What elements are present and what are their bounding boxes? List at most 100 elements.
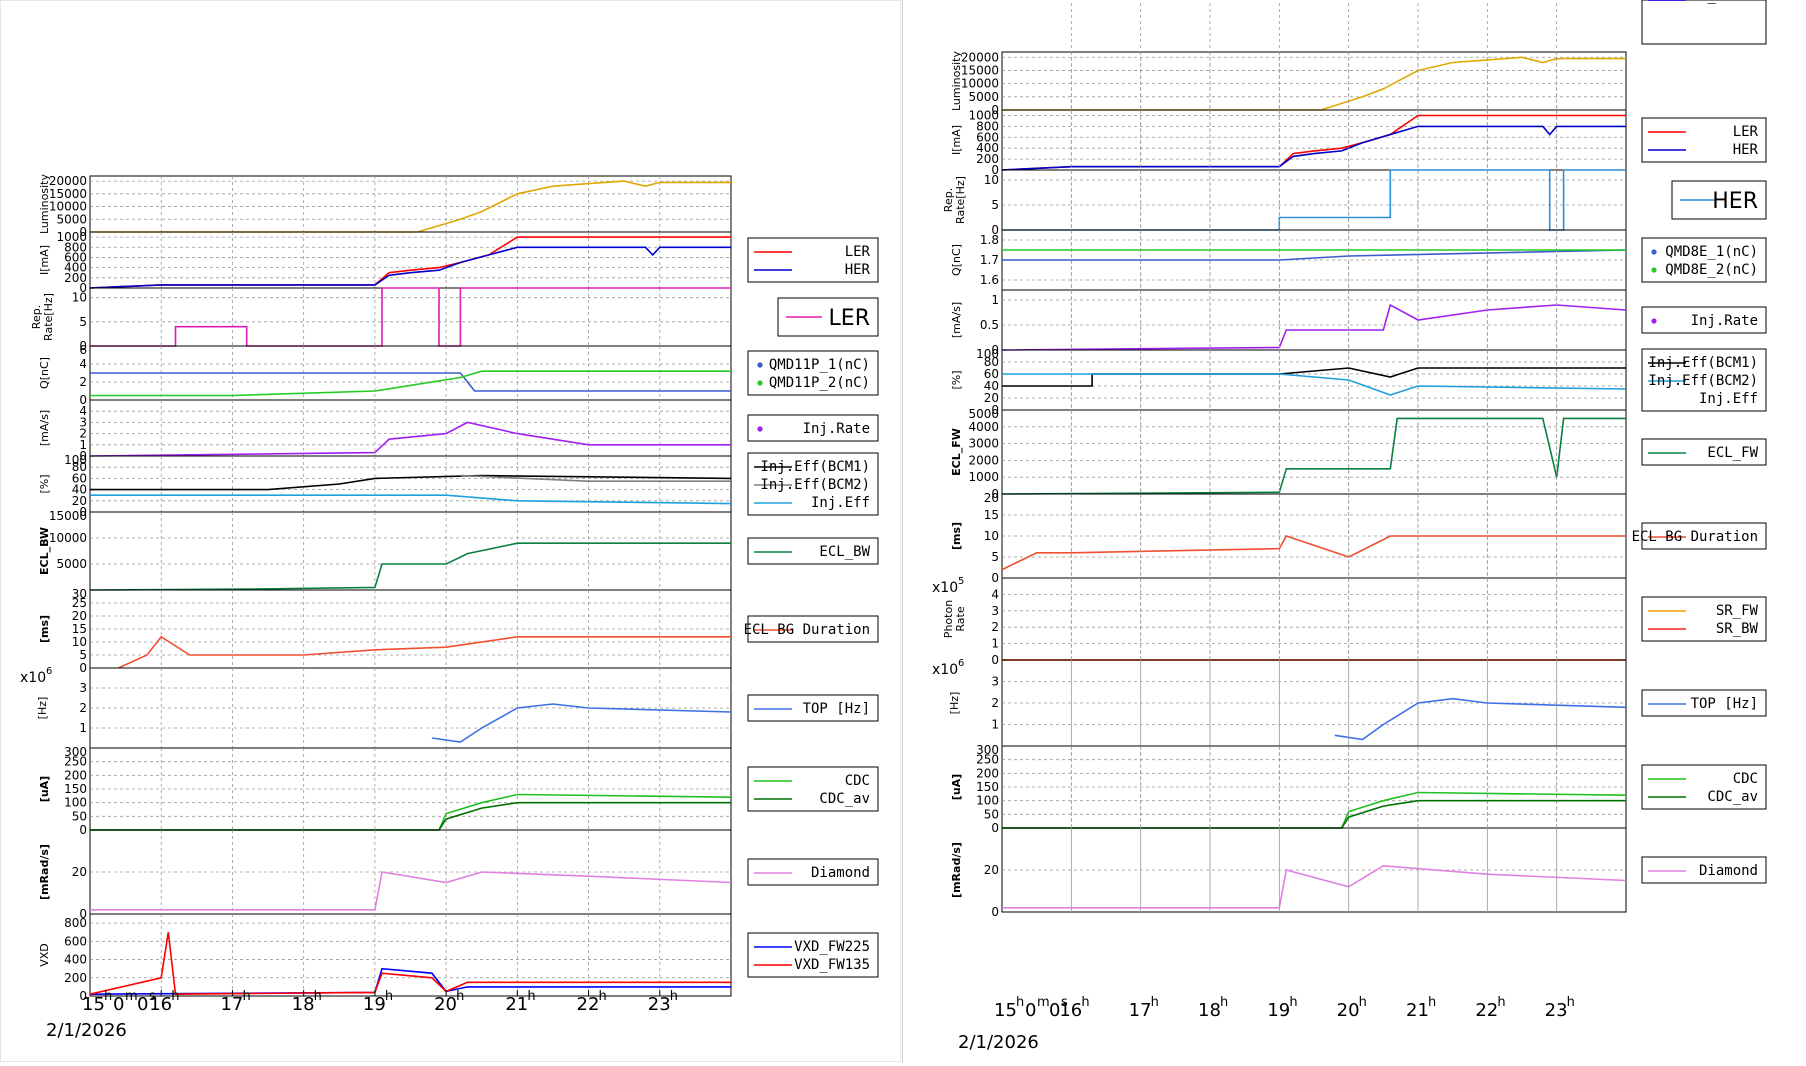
y-tick-label: 5000 bbox=[56, 212, 87, 226]
y-tick-label: 0 bbox=[991, 343, 999, 357]
legend-box bbox=[747, 350, 879, 396]
legend-box bbox=[747, 932, 879, 978]
y-tick-label: 5000 bbox=[968, 407, 999, 421]
legend-label: ECL_BW bbox=[819, 544, 870, 560]
legend-label: Inj.Eff bbox=[1699, 391, 1758, 407]
y-tick-label: 10000 bbox=[49, 531, 87, 545]
x-tick-label-unit: h bbox=[599, 989, 607, 1004]
legend-dot bbox=[757, 380, 763, 386]
y-tick-label: 10 bbox=[72, 291, 87, 305]
y-tick-label: 3 bbox=[79, 415, 87, 429]
panel-right-4: 1 0.5 0 [mA/s] Inj.Rate bbox=[950, 289, 1767, 357]
legend-label: Inj.Rate bbox=[803, 421, 870, 437]
y-tick-label: 800 bbox=[976, 0, 999, 3]
series-line-top-hz- bbox=[1334, 697, 1627, 741]
y-tick-label: 15 bbox=[72, 622, 87, 636]
y-tick-label: 5 bbox=[79, 315, 87, 329]
legend-dot bbox=[757, 426, 763, 432]
y-tick-label: 600 bbox=[976, 130, 999, 144]
y-tick-label: 2 bbox=[79, 375, 87, 389]
x-tick-label-unit: s bbox=[149, 989, 156, 1004]
series-line-inj-eff bbox=[90, 494, 732, 505]
panel-frame bbox=[1001, 349, 1627, 411]
x-tick-label: 15 bbox=[994, 1000, 1017, 1021]
y-tick-label: 60 bbox=[72, 471, 87, 485]
y-tick-label: 2 bbox=[79, 427, 87, 441]
y-tick-label: 3 bbox=[991, 604, 999, 618]
x-tick-label-unit: h bbox=[171, 989, 179, 1004]
series-line-ler bbox=[1001, 114, 1626, 171]
x-tick-label: 22 bbox=[1475, 1000, 1498, 1021]
y-axis-label: I[mA] bbox=[950, 125, 963, 155]
y-axis-label: [mA/s] bbox=[38, 410, 51, 446]
x-tick-label: 16 bbox=[149, 994, 172, 1015]
series-line-inj-eff-bcm1- bbox=[1002, 367, 1626, 387]
legend-box bbox=[1641, 237, 1767, 283]
panel-left-10: 20 0 [mRad/s] Diamond bbox=[38, 829, 879, 921]
legend-box bbox=[1641, 764, 1767, 810]
y-tick-label: 1000 bbox=[56, 230, 87, 244]
x-tick-label: 19 bbox=[363, 994, 386, 1015]
legend-box bbox=[1641, 856, 1767, 884]
legend-label: TOP [Hz] bbox=[803, 701, 870, 717]
y-tick-label: 0 bbox=[79, 505, 87, 519]
y-tick-label: 200 bbox=[64, 271, 87, 285]
panel-left-5: 100806040200[%]Inj.Eff(BCM1)Inj.Eff(BCM2… bbox=[38, 452, 879, 519]
y-tick-label: 20 bbox=[984, 863, 999, 877]
y-tick-label: 30 bbox=[72, 587, 87, 601]
x-tick-label: 17 bbox=[220, 994, 243, 1015]
legend-box bbox=[747, 615, 879, 643]
panel-frame bbox=[1001, 109, 1627, 171]
y-axis-label: Rep. bbox=[30, 305, 43, 329]
y-tick-label: 25 bbox=[72, 596, 87, 610]
y-tick-label: 2000 bbox=[968, 453, 999, 467]
y-tick-label: 600 bbox=[64, 934, 87, 948]
y-tick-label: 1.7 bbox=[980, 253, 999, 267]
y-tick-label: 1 bbox=[991, 718, 999, 732]
legend-dot bbox=[1651, 267, 1657, 273]
y-axis-label: Rep. bbox=[942, 188, 955, 212]
y-axis-label: Q[nC] bbox=[950, 244, 963, 276]
legend-label: SR_FW bbox=[1716, 603, 1759, 619]
y-tick-label: 0 bbox=[79, 907, 87, 921]
axis-exponent: x10 bbox=[932, 580, 958, 596]
legend-box bbox=[747, 694, 879, 722]
series-line-top-hz- bbox=[431, 703, 732, 743]
legend-box bbox=[1641, 689, 1767, 717]
series-line-qmd11p-2-nc- bbox=[90, 370, 731, 397]
y-axis-label: Rate bbox=[954, 606, 967, 631]
chart-right: 20000150001000050000Luminosity1000800600… bbox=[932, 0, 1767, 1053]
y-tick-label: 0 bbox=[79, 339, 87, 353]
legend-label: VXD_BW270 bbox=[1682, 0, 1758, 4]
series-line-inj-eff-bcm1- bbox=[90, 474, 732, 491]
x-tick-label: 18 bbox=[1198, 1000, 1221, 1021]
x-tick-label: 0 bbox=[113, 994, 124, 1015]
panel-left-6: 15000 10000 5000 ECL_BW ECL_BW bbox=[38, 509, 879, 591]
legend-box bbox=[747, 766, 879, 812]
axis-exponent-sup: 6 bbox=[46, 666, 52, 677]
y-axis-label: Luminosity bbox=[950, 51, 963, 111]
y-tick-label: 400 bbox=[976, 0, 999, 3]
y-tick-label: 5 bbox=[991, 198, 999, 212]
y-tick-label: 0 bbox=[991, 905, 999, 919]
y-tick-label: 4 bbox=[991, 587, 999, 601]
legend-label: Inj.Eff(BCM1) bbox=[760, 459, 870, 475]
panel-right-2: 10 5 0 Rep. Rate[Hz] HER bbox=[942, 169, 1767, 237]
x-tick-label-unit: h bbox=[527, 989, 535, 1004]
x-tick-label: 22 bbox=[577, 994, 600, 1015]
y-tick-label: 200 bbox=[976, 766, 999, 780]
y-tick-label: 10000 bbox=[961, 77, 999, 91]
x-tick-label-unit: h bbox=[670, 989, 678, 1004]
y-tick-label: 0.5 bbox=[980, 318, 999, 332]
series-line-vxd-fw135 bbox=[89, 932, 731, 996]
x-tick-label-unit: h bbox=[1220, 995, 1228, 1010]
legend-box bbox=[747, 414, 879, 442]
x-tick-label-unit: h bbox=[385, 989, 393, 1004]
panel-right-11: 20 0 [mRad/s] Diamond bbox=[950, 827, 1767, 919]
y-tick-label: 0 bbox=[79, 989, 87, 1003]
